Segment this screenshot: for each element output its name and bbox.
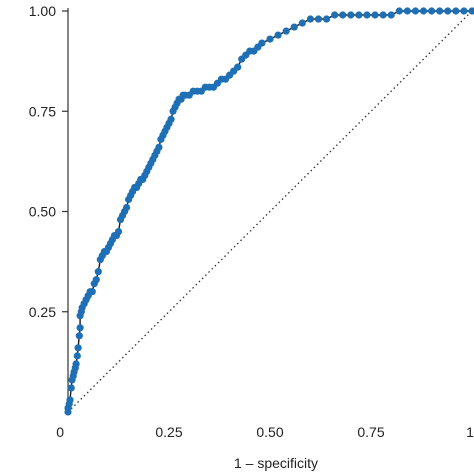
roc-point xyxy=(167,115,175,123)
ticks: 0.25 0.50 0.75 1.00 0 0.25 0.50 0.75 1. xyxy=(29,3,474,440)
roc-point xyxy=(114,227,123,236)
roc-point xyxy=(282,27,290,35)
x-tick-label: 0.25 xyxy=(155,424,182,440)
roc-point xyxy=(155,143,163,151)
roc-point xyxy=(411,7,420,15)
roc-point xyxy=(72,360,80,368)
x-tick-label: 0.75 xyxy=(357,424,384,440)
roc-point xyxy=(290,23,298,31)
roc-point xyxy=(88,288,96,296)
y-tick-label: 0.75 xyxy=(29,103,56,119)
roc-point xyxy=(92,276,100,284)
x-axis-title: 1 – specificity xyxy=(234,455,318,471)
x-tick-label: 0.50 xyxy=(256,424,283,440)
roc-point xyxy=(234,63,242,71)
roc-point xyxy=(379,11,387,19)
roc-point xyxy=(395,7,403,15)
roc-point xyxy=(436,7,444,15)
roc-point xyxy=(347,11,355,19)
roc-point xyxy=(322,15,331,23)
roc-point xyxy=(468,7,474,15)
roc-point xyxy=(460,7,468,15)
roc-point xyxy=(122,203,131,212)
roc-point xyxy=(363,11,371,19)
y-tick-label: 0.25 xyxy=(29,304,56,320)
roc-point xyxy=(266,35,274,43)
y-tick-label: 1.00 xyxy=(29,3,56,19)
x-tick-label: 1. xyxy=(466,424,474,440)
x-tick-label: 0 xyxy=(56,424,64,440)
roc-points xyxy=(64,7,474,416)
roc-point xyxy=(419,7,428,15)
roc-point xyxy=(73,352,81,360)
roc-point xyxy=(274,31,282,39)
roc-point xyxy=(387,11,395,19)
roc-point xyxy=(67,384,75,392)
roc-point xyxy=(94,268,102,276)
roc-point xyxy=(331,11,339,19)
roc-point xyxy=(298,19,306,27)
roc-point xyxy=(66,396,74,404)
roc-point xyxy=(306,15,314,23)
roc-point xyxy=(339,11,347,19)
roc-point xyxy=(444,7,452,15)
roc-point xyxy=(403,7,411,15)
reference-diagonal-line xyxy=(67,10,473,413)
roc-point xyxy=(258,39,266,47)
roc-point xyxy=(314,15,323,23)
roc-point xyxy=(428,7,436,15)
roc-point xyxy=(452,7,460,15)
roc-point xyxy=(75,332,83,340)
roc-point xyxy=(74,344,82,352)
roc-point xyxy=(371,11,379,19)
y-tick-label: 0.50 xyxy=(29,204,56,220)
roc-point xyxy=(76,324,84,332)
roc-point xyxy=(355,11,363,19)
